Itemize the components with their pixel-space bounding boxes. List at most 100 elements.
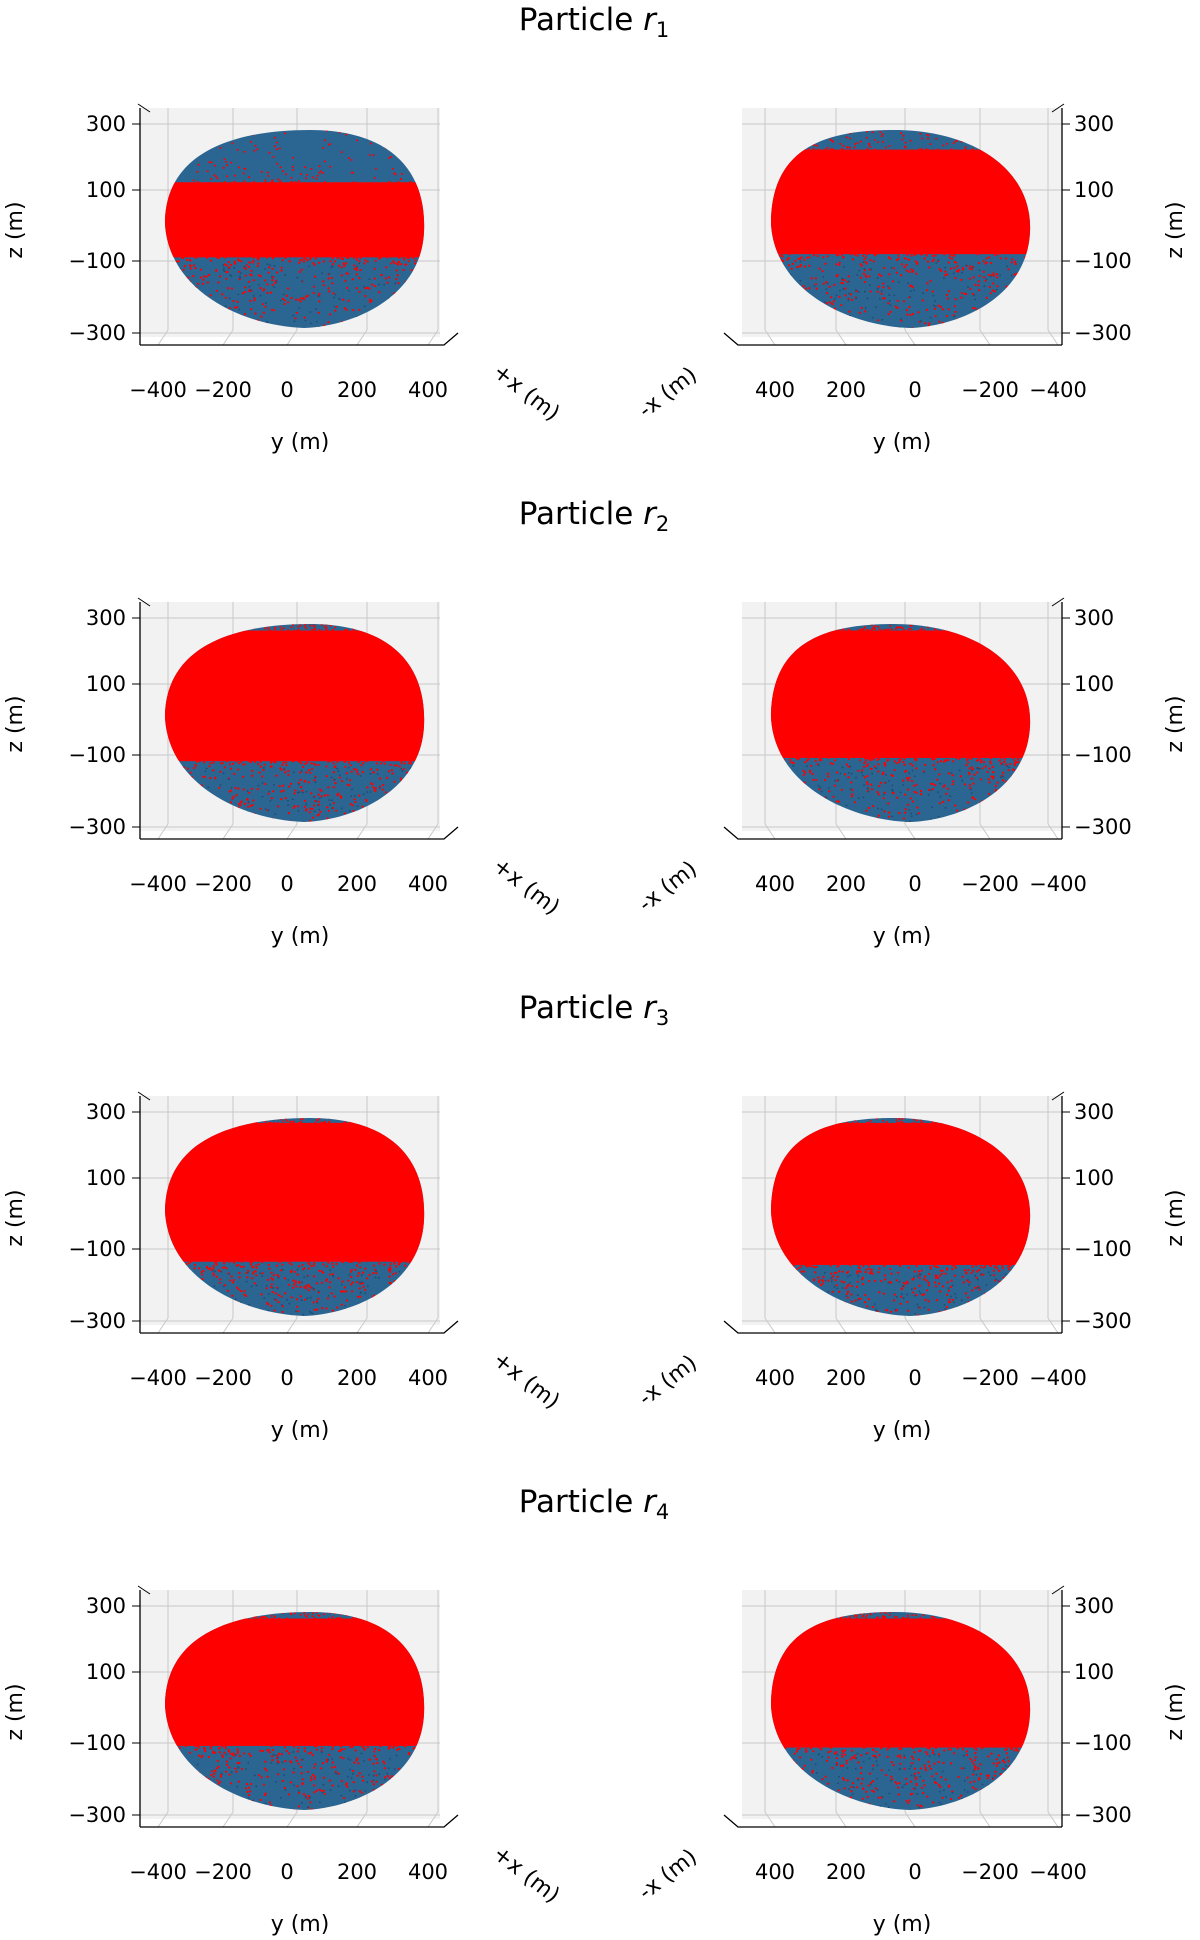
particle-point (884, 764, 887, 767)
particle-point (277, 805, 280, 808)
particle-point (1016, 757, 1019, 760)
particle-point (826, 292, 829, 295)
particle-point (838, 295, 841, 298)
body-speckle (350, 795, 353, 798)
body-speckle (913, 1275, 916, 1278)
particle-point (935, 137, 938, 140)
particle-point (389, 763, 392, 766)
particle-point (951, 783, 954, 786)
body-speckle (823, 1272, 826, 1274)
particle-point (309, 1779, 313, 1782)
body-speckle (230, 275, 233, 278)
body-speckle (336, 767, 339, 770)
particle-point (343, 1748, 346, 1751)
particle-point (1012, 768, 1015, 771)
particle-point (860, 264, 864, 267)
body-speckle (315, 800, 318, 803)
body-speckle (266, 263, 269, 266)
particle-point (901, 138, 904, 141)
particle-point (872, 805, 875, 808)
particle-point (295, 1285, 298, 1288)
particle-point (979, 1763, 982, 1766)
body-speckle (316, 1302, 319, 1304)
particle-point (233, 306, 237, 309)
body-speckle (349, 1789, 351, 1792)
particle-point (328, 1286, 331, 1289)
particle-point (965, 764, 968, 767)
particle-point (212, 769, 215, 772)
particle-point (917, 1771, 920, 1774)
body-speckle (848, 280, 850, 283)
particle-point (221, 1266, 224, 1269)
particle-point (831, 1290, 834, 1293)
particle-point (350, 1275, 353, 1279)
body-speckle (943, 1304, 946, 1306)
particle-point (201, 282, 205, 285)
particle-point (320, 1281, 323, 1284)
body-speckle (354, 1789, 357, 1792)
particle-point (815, 1265, 818, 1268)
particle-point (925, 1279, 928, 1282)
particle-point (841, 1270, 844, 1273)
particle-point (993, 274, 996, 277)
particle-point (319, 170, 322, 173)
particle-point (214, 1769, 217, 1772)
particle-point (405, 263, 408, 266)
title-prefix: Particle (519, 2, 643, 38)
particle-point (264, 181, 267, 184)
particle-point (853, 146, 856, 149)
particle-point (301, 1778, 304, 1781)
body-speckle (301, 1758, 304, 1761)
particle-point (399, 777, 402, 780)
body-speckle (230, 1771, 233, 1774)
grid-floor-line (835, 1317, 847, 1334)
particle-point (363, 1748, 366, 1751)
particle-point (824, 262, 827, 265)
particle-point (844, 287, 847, 290)
body-speckle (369, 791, 372, 793)
grid-floor-line (157, 823, 169, 840)
body-speckle (862, 796, 865, 799)
particle-point (225, 1760, 228, 1763)
body-speckle (298, 307, 301, 309)
particle-point (351, 1616, 354, 1619)
body-speckle (934, 300, 936, 302)
particle-point (901, 1118, 904, 1120)
body-speckle (352, 1772, 354, 1775)
particle-point (873, 628, 876, 631)
particle-point (861, 628, 863, 631)
particle-point (237, 1780, 240, 1783)
x-tick-label: 400 (408, 378, 448, 402)
particle-point (951, 1298, 954, 1301)
depth-axis-label: -x (m) (634, 363, 702, 424)
particle-point (992, 775, 995, 778)
panel-title: Particle r4 (519, 1484, 670, 1524)
particle-point (280, 269, 283, 272)
body-speckle (976, 1278, 979, 1281)
particle-point (365, 760, 368, 763)
particle-point (902, 134, 905, 137)
body-speckle (214, 1270, 217, 1273)
x-axis-label: y (m) (271, 1912, 330, 1937)
particle-point (879, 781, 882, 784)
particle-point (929, 1267, 932, 1270)
grid-floor-line (904, 329, 916, 346)
particle-point (996, 285, 999, 288)
particle-point (985, 296, 988, 299)
particle-point (254, 312, 257, 315)
particle-point (261, 775, 264, 778)
particle-point (353, 1761, 356, 1764)
particle-point (250, 1261, 254, 1264)
particle-point (226, 270, 229, 273)
particle-point (336, 257, 339, 260)
particle-point (934, 784, 937, 787)
particle-point (283, 1277, 286, 1280)
particle-point (315, 1300, 318, 1303)
particle-coverage (771, 1612, 1031, 1810)
z-axis-label: z (m) (3, 1189, 28, 1246)
body-speckle (918, 1290, 921, 1293)
particle-point (355, 1264, 359, 1267)
particle-point (856, 1272, 859, 1275)
body-speckle (230, 787, 233, 789)
